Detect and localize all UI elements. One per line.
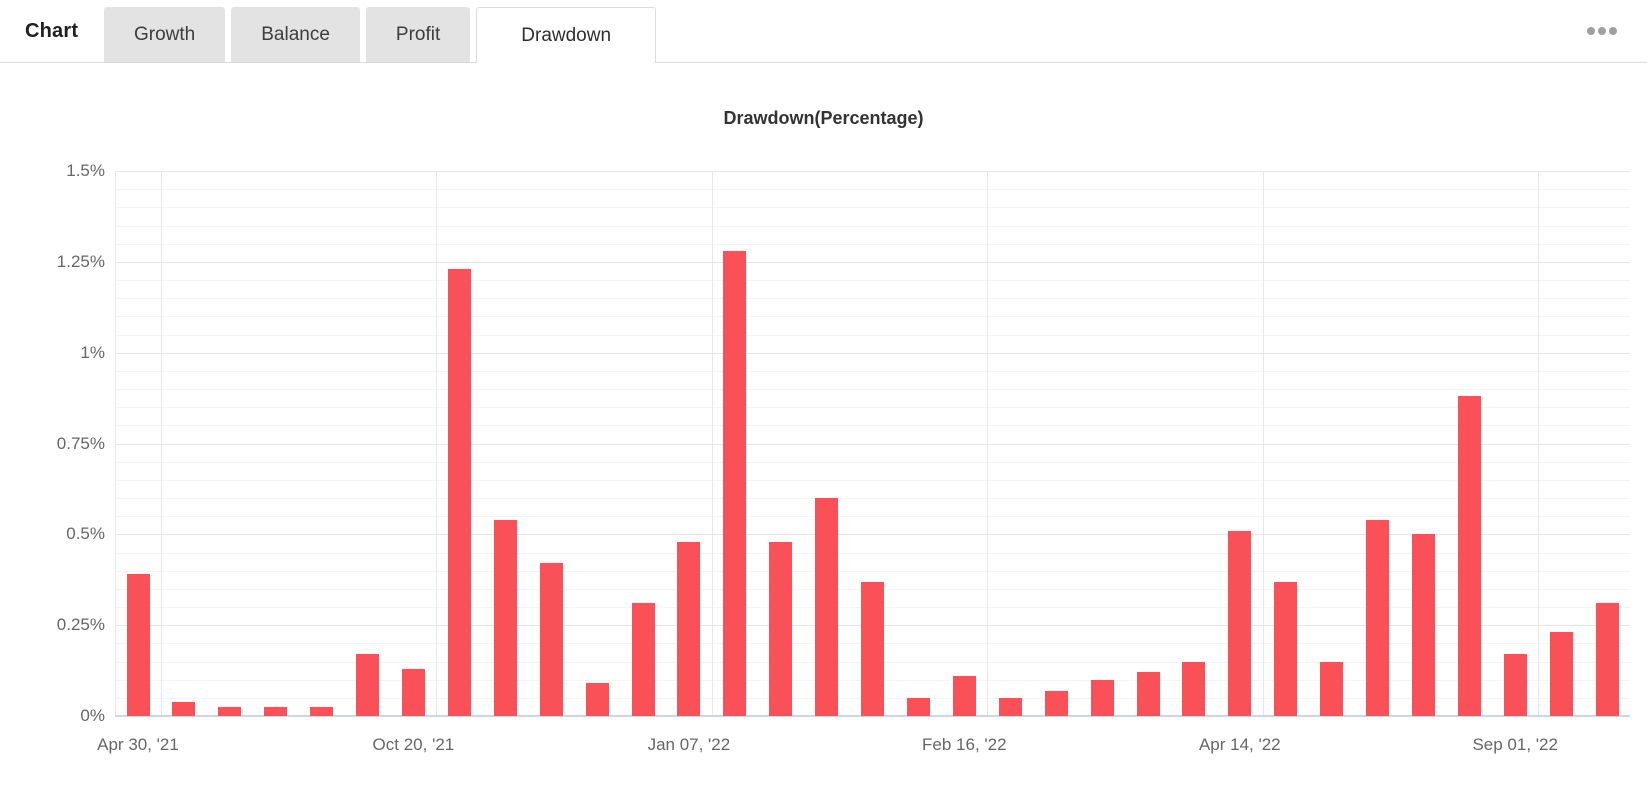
drawdown-bar[interactable] (356, 654, 379, 716)
drawdown-bar[interactable] (1136, 672, 1160, 716)
dot (1587, 27, 1595, 35)
minor-gridline (115, 334, 1630, 336)
tab-bar: Growth Balance Profit Drawdown (104, 7, 657, 63)
major-gridline (115, 352, 1630, 354)
x-axis-line (115, 715, 1630, 717)
y-axis-tick-label: 1% (80, 342, 105, 362)
tab-growth[interactable]: Growth (104, 7, 226, 62)
minor-gridline (115, 570, 1630, 572)
x-axis-tick-label: Apr 30, '21 (97, 735, 179, 754)
drawdown-bar[interactable] (631, 603, 655, 716)
minor-gridline (115, 189, 1630, 191)
drawdown-bar[interactable] (1595, 603, 1619, 716)
x-axis-tick-label: Feb 16, '22 (922, 735, 1007, 754)
y-axis-tick-label: 0% (80, 706, 105, 725)
chart-title: Drawdown(Percentage) (723, 108, 924, 128)
minor-gridline (115, 207, 1630, 209)
minor-gridline (115, 425, 1630, 427)
drawdown-bar[interactable] (585, 683, 609, 716)
vertical-gridline (160, 171, 162, 716)
drawdown-bar[interactable] (264, 706, 288, 716)
minor-gridline (115, 280, 1630, 281)
drawdown-bar[interactable] (1228, 530, 1252, 716)
x-axis-tick-label: Apr 14, '22 (1198, 735, 1281, 754)
vertical-gridline (711, 171, 713, 716)
x-axis-tick-label: Oct 20, '21 (372, 735, 455, 754)
minor-gridline (115, 225, 1630, 227)
dot (1598, 27, 1606, 35)
major-gridline (115, 261, 1630, 263)
drawdown-bar[interactable] (998, 697, 1022, 716)
vertical-gridline (1262, 171, 1264, 716)
drawdown-bar[interactable] (539, 563, 563, 716)
y-axis-tick-label: 1.25% (56, 251, 105, 271)
drawdown-bar[interactable] (1366, 519, 1389, 716)
drawdown-bar[interactable] (1274, 581, 1298, 716)
drawdown-bar[interactable] (723, 250, 747, 716)
vertical-gridline (987, 171, 989, 716)
minor-gridline (115, 243, 1630, 245)
vertical-gridline (436, 171, 438, 716)
major-gridline (115, 534, 1630, 536)
minor-gridline (115, 389, 1630, 390)
section-label-chart: Chart (25, 19, 79, 42)
drawdown-bar[interactable] (952, 676, 976, 716)
drawdown-bar[interactable] (447, 269, 471, 716)
drawdown-bar[interactable] (218, 706, 242, 716)
minor-gridline (115, 461, 1630, 463)
minor-gridline (115, 552, 1630, 554)
plot-area (115, 171, 1630, 717)
drawdown-bar[interactable] (1182, 661, 1206, 716)
drawdown-bar[interactable] (769, 541, 793, 716)
minor-gridline (115, 316, 1630, 318)
drawdown-bar[interactable] (1457, 396, 1481, 716)
dot (1609, 27, 1617, 35)
drawdown-bar[interactable] (493, 519, 517, 716)
drawdown-bar[interactable] (861, 581, 884, 716)
minor-gridline (115, 407, 1630, 409)
minor-gridline (115, 498, 1630, 499)
minor-gridline (115, 479, 1630, 481)
tab-profit[interactable]: Profit (365, 7, 471, 62)
drawdown-bar[interactable] (1549, 632, 1573, 716)
vertical-gridline (115, 171, 116, 716)
minor-gridline (115, 298, 1630, 300)
drawdown-bar[interactable] (310, 706, 334, 716)
drawdown-bar[interactable] (1503, 654, 1527, 716)
minor-gridline (115, 370, 1630, 372)
tab-drawdown[interactable]: Drawdown (476, 7, 657, 63)
tab-header: Chart Growth Balance Profit Drawdown (0, 0, 1647, 63)
x-axis-tick-label: Sep 01, '22 (1472, 735, 1558, 754)
drawdown-bar[interactable] (906, 697, 930, 716)
vertical-gridline (1538, 171, 1540, 716)
drawdown-bar[interactable] (677, 541, 701, 716)
drawdown-bar[interactable] (126, 574, 150, 716)
y-axis-tick-label: 0.75% (56, 433, 105, 453)
major-gridline (115, 171, 1630, 172)
drawdown-bar[interactable] (1044, 690, 1068, 716)
drawdown-bar[interactable] (172, 701, 196, 716)
drawdown-bar[interactable] (1411, 534, 1435, 716)
y-axis-tick-label: 0.5% (66, 524, 105, 544)
tab-balance[interactable]: Balance (231, 7, 360, 62)
drawdown-bar[interactable] (1320, 661, 1344, 716)
major-gridline (115, 443, 1630, 445)
y-axis-tick-label: 0.25% (56, 615, 105, 635)
minor-gridline (115, 516, 1630, 518)
drawdown-bar[interactable] (401, 668, 425, 716)
x-axis-tick-label: Jan 07, '22 (647, 735, 731, 754)
drawdown-bar[interactable] (1090, 679, 1114, 716)
y-axis-tick-label: 1.5% (66, 161, 105, 180)
drawdown-bar[interactable] (815, 498, 839, 716)
ellipsis-menu-icon[interactable] (1587, 25, 1617, 37)
